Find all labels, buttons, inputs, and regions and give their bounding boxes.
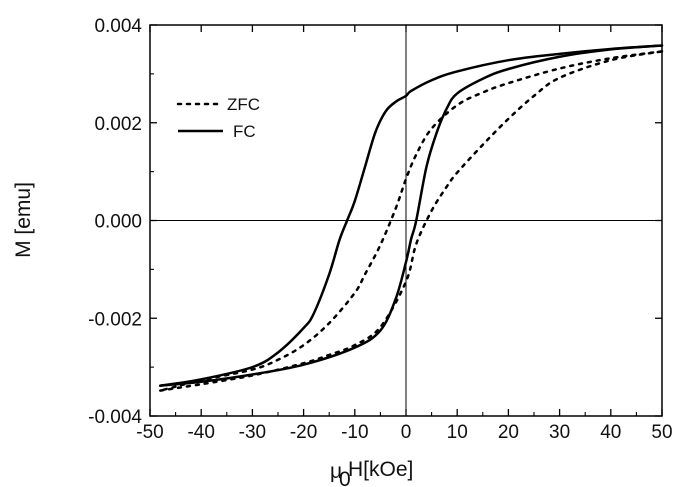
series-zfc-branch-descending	[158, 50, 664, 392]
series-fc-branch-ascending	[158, 44, 664, 387]
series-zfc-branch-ascending	[158, 50, 664, 392]
x-tick-label: -30	[239, 422, 266, 443]
series-fc-branch-descending	[158, 44, 664, 387]
x-tick-label: 30	[549, 422, 570, 443]
x-tick-label: 50	[651, 422, 672, 443]
legend-label-zfc: ZFC	[227, 95, 260, 114]
x-tick-label: 10	[447, 422, 468, 443]
x-axis-title-subscript: 0	[339, 468, 351, 487]
tick-labels: -50 -40 -30 -20 -10 0 10 20 30 40 50 -0.004 -0.002 0.…	[88, 16, 672, 443]
x-tick-label: -10	[341, 422, 368, 443]
x-tick-label: 40	[600, 422, 621, 443]
plot-area	[149, 24, 664, 417]
y-tick-label: 0.004	[94, 16, 142, 37]
y-tick-label: -0.002	[88, 309, 142, 330]
y-tick-label: 0.002	[94, 114, 142, 135]
x-axis-title-text: H[kOe]	[348, 458, 413, 481]
x-tick-label: -40	[187, 422, 214, 443]
x-tick-label: -20	[290, 422, 317, 443]
y-tick-label: -0.004	[88, 407, 142, 428]
x-axis-title-mu: μ	[330, 460, 342, 483]
y-tick-label: 0.000	[94, 212, 142, 233]
tick-marks	[149, 24, 663, 417]
x-tick-label: 0	[401, 422, 412, 443]
legend: ZFC FC	[176, 95, 260, 141]
x-tick-label: -50	[136, 422, 163, 443]
x-axis-title: μ 0 H[kOe]	[330, 458, 413, 487]
x-tick-label: 20	[498, 422, 519, 443]
legend-label-fc: FC	[233, 122, 256, 141]
y-axis-title: M [emu]	[12, 182, 35, 258]
